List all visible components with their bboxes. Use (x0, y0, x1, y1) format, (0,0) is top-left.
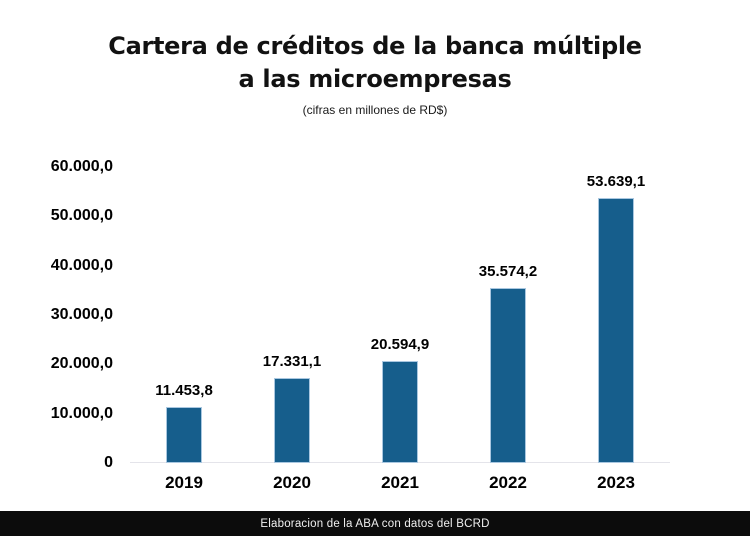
bar-value-label: 17.331,1 (262, 352, 322, 370)
chart-title-line1: Cartera de créditos de la banca múltiple (108, 32, 642, 60)
bar-column-2022: 35.574,2 (454, 167, 562, 463)
bar-2022 (490, 287, 526, 463)
x-tick-label-2019: 2019 (165, 473, 203, 492)
bar-value-label: 20.594,9 (370, 336, 430, 354)
bar-2023 (598, 198, 634, 463)
bar-value-label: 11.453,8 (155, 381, 213, 399)
y-tick-label: 0 (104, 454, 113, 471)
bar-2020 (274, 377, 310, 463)
y-tick-label: 60.000,0 (50, 158, 113, 175)
footer-bar: Elaboracion de la ABA con datos del BCRD (0, 511, 750, 536)
footer-source-text: Elaboracion de la ABA con datos del BCRD (260, 517, 490, 530)
bar-2019 (166, 406, 202, 463)
x-tick-label-2021: 2021 (381, 473, 419, 492)
y-tick-label: 10.000,0 (50, 404, 113, 422)
title-block: Cartera de créditos de la banca múltiple… (0, 30, 750, 117)
chart-title: Cartera de créditos de la banca múltiple… (0, 30, 750, 96)
plot-area: 11.453,8 17.331,1 20.594,9 35.574,2 53.639,1 (130, 167, 670, 463)
chart-subtitle: (cifras en millones de RD$) (302, 103, 448, 117)
chart-title-line2: a las microempresas (238, 65, 512, 93)
y-tick-label: 50.000,0 (50, 207, 113, 225)
bar-column-2019: 11.453,8 (130, 167, 238, 463)
bar-column-2021: 20.594,9 (346, 167, 454, 463)
y-tick-label: 30.000,0 (50, 306, 113, 323)
bar-value-label: 35.574,2 (478, 262, 538, 280)
x-tick-label-2022: 2022 (489, 473, 527, 492)
y-tick-label: 20.000,0 (50, 355, 113, 373)
bar-column-2023: 53.639,1 (562, 167, 670, 463)
bar-2021 (382, 361, 418, 463)
bar-value-label: 53.639,1 (586, 173, 646, 191)
bar-column-2020: 17.331,1 (238, 167, 346, 463)
x-axis: 2019 2020 2021 2022 2023 (130, 473, 670, 493)
y-tick-label: 40.000,0 (50, 256, 113, 274)
x-tick-label-2023: 2023 (597, 473, 635, 492)
x-tick-label-2020: 2020 (273, 473, 311, 492)
y-axis: 60.000,0 50.000,0 40.000,0 30.000,0 20.000,0… (0, 158, 113, 471)
